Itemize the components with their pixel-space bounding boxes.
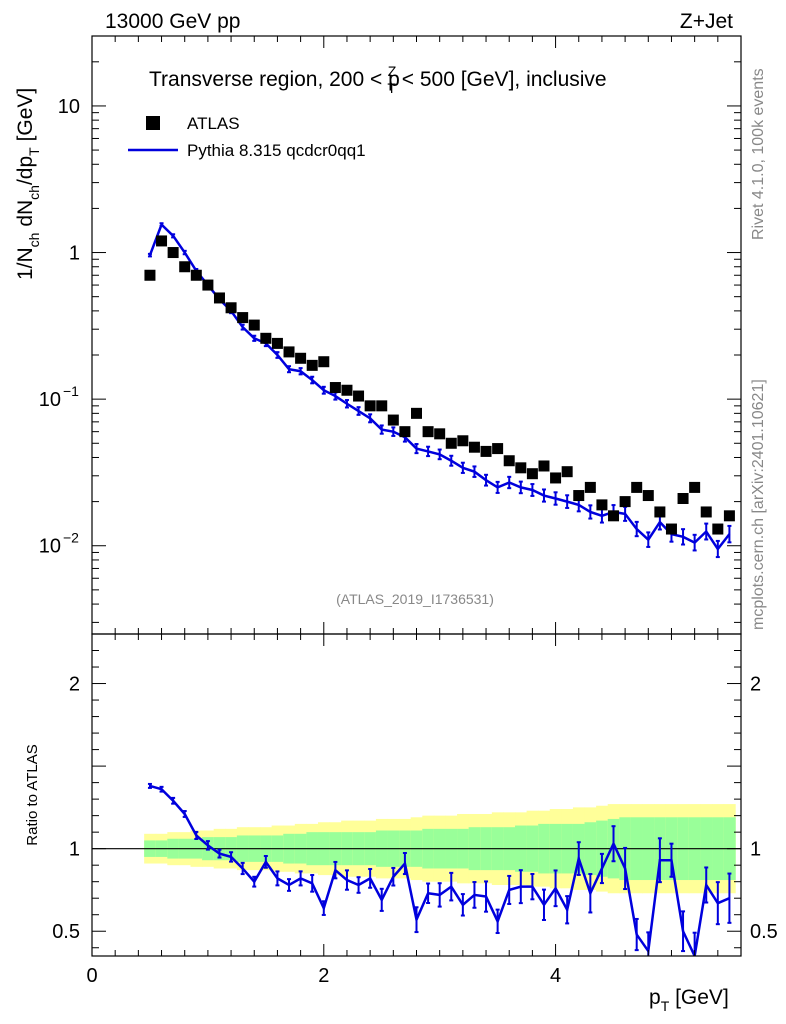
atlas-point xyxy=(422,426,434,438)
atlas-point xyxy=(179,261,191,273)
chart-title: Transverse region, 200 < pZ T < 500 [GeV]… xyxy=(149,63,607,96)
atlas-point xyxy=(712,523,724,535)
atlas-point xyxy=(445,437,457,449)
y-tick-label: 10 xyxy=(58,96,80,118)
atlas-point xyxy=(434,428,446,440)
atlas-point xyxy=(167,247,179,259)
xlabel-main: p xyxy=(649,986,661,1009)
atlas-point xyxy=(213,292,225,304)
pythia-line xyxy=(148,222,731,552)
atlas-point xyxy=(364,400,376,412)
atlas-point xyxy=(480,445,492,457)
y-tick-label: 1 xyxy=(69,243,80,265)
site-label: mcplots.cern.ch [arXiv:2401.10621] xyxy=(750,379,767,630)
atlas-point xyxy=(318,356,330,368)
atlas-point xyxy=(468,441,480,453)
atlas-point xyxy=(538,460,550,472)
main-series xyxy=(144,222,735,559)
atlas-point xyxy=(202,279,214,291)
y-tick-label: 10 xyxy=(39,536,61,558)
ratio-tick-label-right: 1 xyxy=(750,839,761,861)
atlas-point xyxy=(584,481,596,493)
atlas-point xyxy=(619,496,631,508)
ratio-y-axis-label: Ratio to ATLAS xyxy=(24,744,41,845)
ylabel-s3: T xyxy=(26,147,42,156)
ratio-series xyxy=(147,782,732,956)
ylabel-p4: [GeV] xyxy=(14,88,37,148)
legend: ATLAS Pythia 8.315 qcdcr0qq1 xyxy=(128,114,366,160)
xlabel-unit: [GeV] xyxy=(669,986,729,1009)
atlas-point xyxy=(399,426,411,438)
atlas-point xyxy=(526,468,538,480)
title-sub: T xyxy=(387,80,396,96)
atlas-point xyxy=(457,435,469,447)
x-tick-label: 2 xyxy=(318,965,329,987)
atlas-point xyxy=(329,382,341,394)
atlas-point xyxy=(503,455,515,467)
atlas-point xyxy=(492,443,504,455)
process-label: Z+Jet xyxy=(680,10,733,33)
atlas-point xyxy=(283,346,295,358)
ylabel-p2: dN xyxy=(14,200,37,233)
analysis-id: (ATLAS_2019_I1736531) xyxy=(336,591,494,607)
ratio-tick-label-right: 2 xyxy=(750,674,761,696)
atlas-point xyxy=(271,337,283,349)
atlas-point xyxy=(665,523,677,535)
atlas-point xyxy=(190,269,202,281)
legend-atlas-label: ATLAS xyxy=(187,114,240,133)
atlas-point xyxy=(550,472,562,484)
y-tick-label: 10 xyxy=(39,389,61,411)
atlas-point xyxy=(295,352,307,364)
atlas-point xyxy=(341,384,353,396)
y-axis-label: 1/Nch dNch/dpT [GeV] xyxy=(14,88,42,280)
atlas-point xyxy=(723,510,735,522)
title-sup: Z xyxy=(388,63,397,79)
atlas-point xyxy=(677,493,689,505)
atlas-point xyxy=(306,359,318,371)
atlas-point xyxy=(654,506,666,518)
atlas-point xyxy=(411,407,422,419)
ratio-tick-label-right: 0.5 xyxy=(750,921,778,943)
x-axis-label: pT [GeV] xyxy=(649,986,729,1014)
x-tick-label: 4 xyxy=(550,965,561,987)
ylabel-s2: ch xyxy=(26,185,42,200)
y-tick-exponent: −1 xyxy=(63,383,79,399)
ylabel-s1: ch xyxy=(26,233,42,248)
energy-label: 13000 GeV pp xyxy=(105,10,240,33)
atlas-point xyxy=(144,269,156,281)
atlas-point xyxy=(700,506,712,518)
rivet-label: Rivet 4.1.0, 100k events xyxy=(750,68,767,240)
atlas-point xyxy=(156,235,168,247)
y-tick-exponent: −2 xyxy=(63,530,79,546)
ratio-tick-label-left: 0.5 xyxy=(52,921,80,943)
ratio-tick-label-left: 1 xyxy=(69,839,80,861)
atlas-point xyxy=(573,490,585,502)
legend-atlas-marker xyxy=(146,116,160,130)
atlas-point xyxy=(237,312,249,324)
atlas-point xyxy=(353,390,365,402)
ratio-tick-label-left: 2 xyxy=(69,674,80,696)
atlas-point xyxy=(642,490,654,502)
title-lead: Transverse region, 200 < p xyxy=(149,68,400,91)
ylabel-p1: 1/N xyxy=(14,247,37,280)
legend-pythia-label: Pythia 8.315 qcdcr0qq1 xyxy=(187,141,366,160)
atlas-point xyxy=(608,510,620,522)
atlas-point xyxy=(596,499,608,511)
title-tail: < 500 [GeV], inclusive xyxy=(396,68,607,91)
xlabel-sub: T xyxy=(661,998,670,1014)
atlas-point xyxy=(248,319,260,331)
atlas-point xyxy=(631,481,643,493)
ylabel-p3: /dp xyxy=(14,156,37,185)
atlas-point xyxy=(260,332,272,344)
atlas-point xyxy=(561,466,573,478)
atlas-point xyxy=(515,462,527,474)
atlas-point xyxy=(689,481,701,493)
atlas-point xyxy=(387,414,399,426)
atlas-point xyxy=(225,302,237,314)
atlas-point xyxy=(376,400,388,412)
x-tick-label: 0 xyxy=(86,965,97,987)
